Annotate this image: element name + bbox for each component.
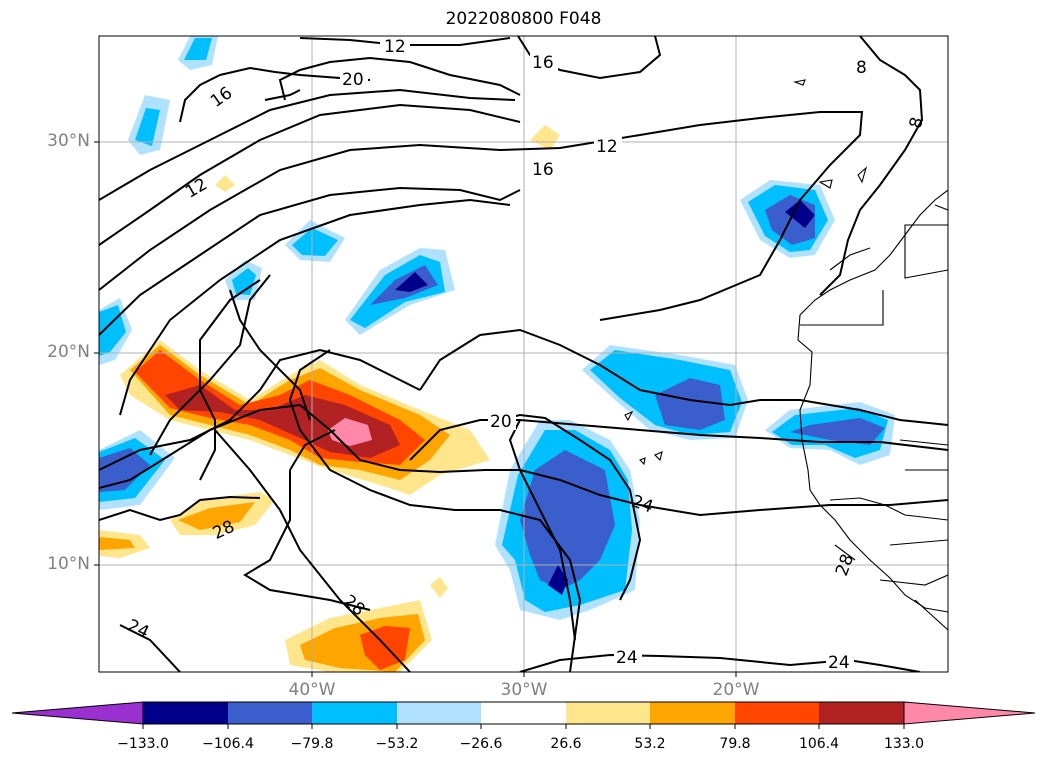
map-title: 2022080800 F048 bbox=[445, 9, 602, 29]
colorbar-tick-label: 26.6 bbox=[550, 736, 582, 752]
colorbar-bin-8 bbox=[735, 702, 819, 724]
contour-label-8: 8 bbox=[856, 58, 867, 78]
colorbar bbox=[11, 701, 1036, 729]
contour-label-20: 20 bbox=[342, 70, 364, 90]
colorbar-tick-label: −106.4 bbox=[202, 736, 254, 752]
contour-label-12c: 12 bbox=[182, 174, 211, 202]
lat-label-10n: 10°N bbox=[47, 554, 90, 574]
colorbar-bin-9 bbox=[819, 702, 904, 724]
contour-label-12: 12 bbox=[384, 37, 406, 57]
negative-shading-nw1-mid bbox=[99, 305, 126, 356]
lat-label-30n: 30°N bbox=[47, 131, 90, 151]
colorbar-bin-5 bbox=[481, 702, 566, 724]
negative-shading-ne-core bbox=[785, 200, 815, 228]
contours bbox=[99, 36, 948, 672]
contour-label-24d: 24 bbox=[828, 653, 850, 673]
colorbar-tick-label: −133.0 bbox=[117, 736, 169, 752]
colorbar-bin-6 bbox=[566, 702, 650, 724]
shaded-fields bbox=[99, 36, 895, 672]
lon-label-20w: 20°W bbox=[712, 680, 760, 700]
colorbar-tick-label: −26.6 bbox=[459, 736, 503, 752]
negative-shading-nw2-mid bbox=[135, 108, 160, 146]
axis-ticks bbox=[94, 141, 737, 677]
colorbar-tick-label: 106.4 bbox=[798, 736, 840, 752]
colorbar-extend-high bbox=[903, 701, 1036, 725]
negative-shading-west-dark bbox=[99, 448, 150, 492]
negative-shading-south-dark bbox=[520, 450, 615, 590]
positive-shading-dot2 bbox=[530, 125, 560, 150]
contour-label-24c: 24 bbox=[616, 648, 638, 668]
negative-shading-c1-mid bbox=[292, 228, 338, 256]
lon-label-40w: 40°W bbox=[288, 680, 336, 700]
colorbar-extend-low bbox=[11, 701, 144, 725]
lat-label-20n: 20°N bbox=[47, 342, 90, 362]
contour-label-28c: 28 bbox=[832, 552, 858, 579]
colorbar-bin-2 bbox=[228, 702, 312, 724]
negative-shading-nw3-mid bbox=[184, 38, 212, 60]
negative-shading-east-dark bbox=[655, 378, 725, 430]
lon-label-30w: 30°W bbox=[500, 680, 548, 700]
contour-label-16c: 16 bbox=[207, 83, 236, 112]
negative-shading-ea-dark bbox=[790, 418, 885, 445]
contour-label-8b: 8 bbox=[906, 115, 928, 131]
contour-label-20b: 20 bbox=[490, 412, 512, 432]
colorbar-tick-label: 133.0 bbox=[883, 736, 925, 752]
negative-shading-south-core bbox=[548, 565, 568, 595]
colorbar-bin-4 bbox=[397, 702, 481, 724]
colorbar-bin-7 bbox=[650, 702, 735, 724]
colorbar-tick-label: 79.8 bbox=[719, 736, 751, 752]
colorbar-tick-label: −79.8 bbox=[290, 736, 334, 752]
positive-shading-w-orange bbox=[99, 537, 135, 550]
colorbar-tick-label: 53.2 bbox=[634, 736, 666, 752]
contour-label-16b: 16 bbox=[532, 160, 554, 180]
negative-shading-central-core bbox=[395, 272, 428, 292]
colorbar-bin-1 bbox=[143, 702, 228, 724]
colorbar-bin-3 bbox=[312, 702, 397, 724]
positive-shading-sw-orange bbox=[178, 502, 255, 530]
colorbar-tick-label: −53.2 bbox=[375, 736, 419, 752]
contour-label-12b: 12 bbox=[596, 137, 618, 157]
negative-shading-c2-mid bbox=[232, 268, 256, 295]
positive-shading-dot3 bbox=[215, 175, 235, 192]
contour-label-16: 16 bbox=[532, 53, 554, 73]
positive-shading-dot1 bbox=[430, 577, 448, 598]
